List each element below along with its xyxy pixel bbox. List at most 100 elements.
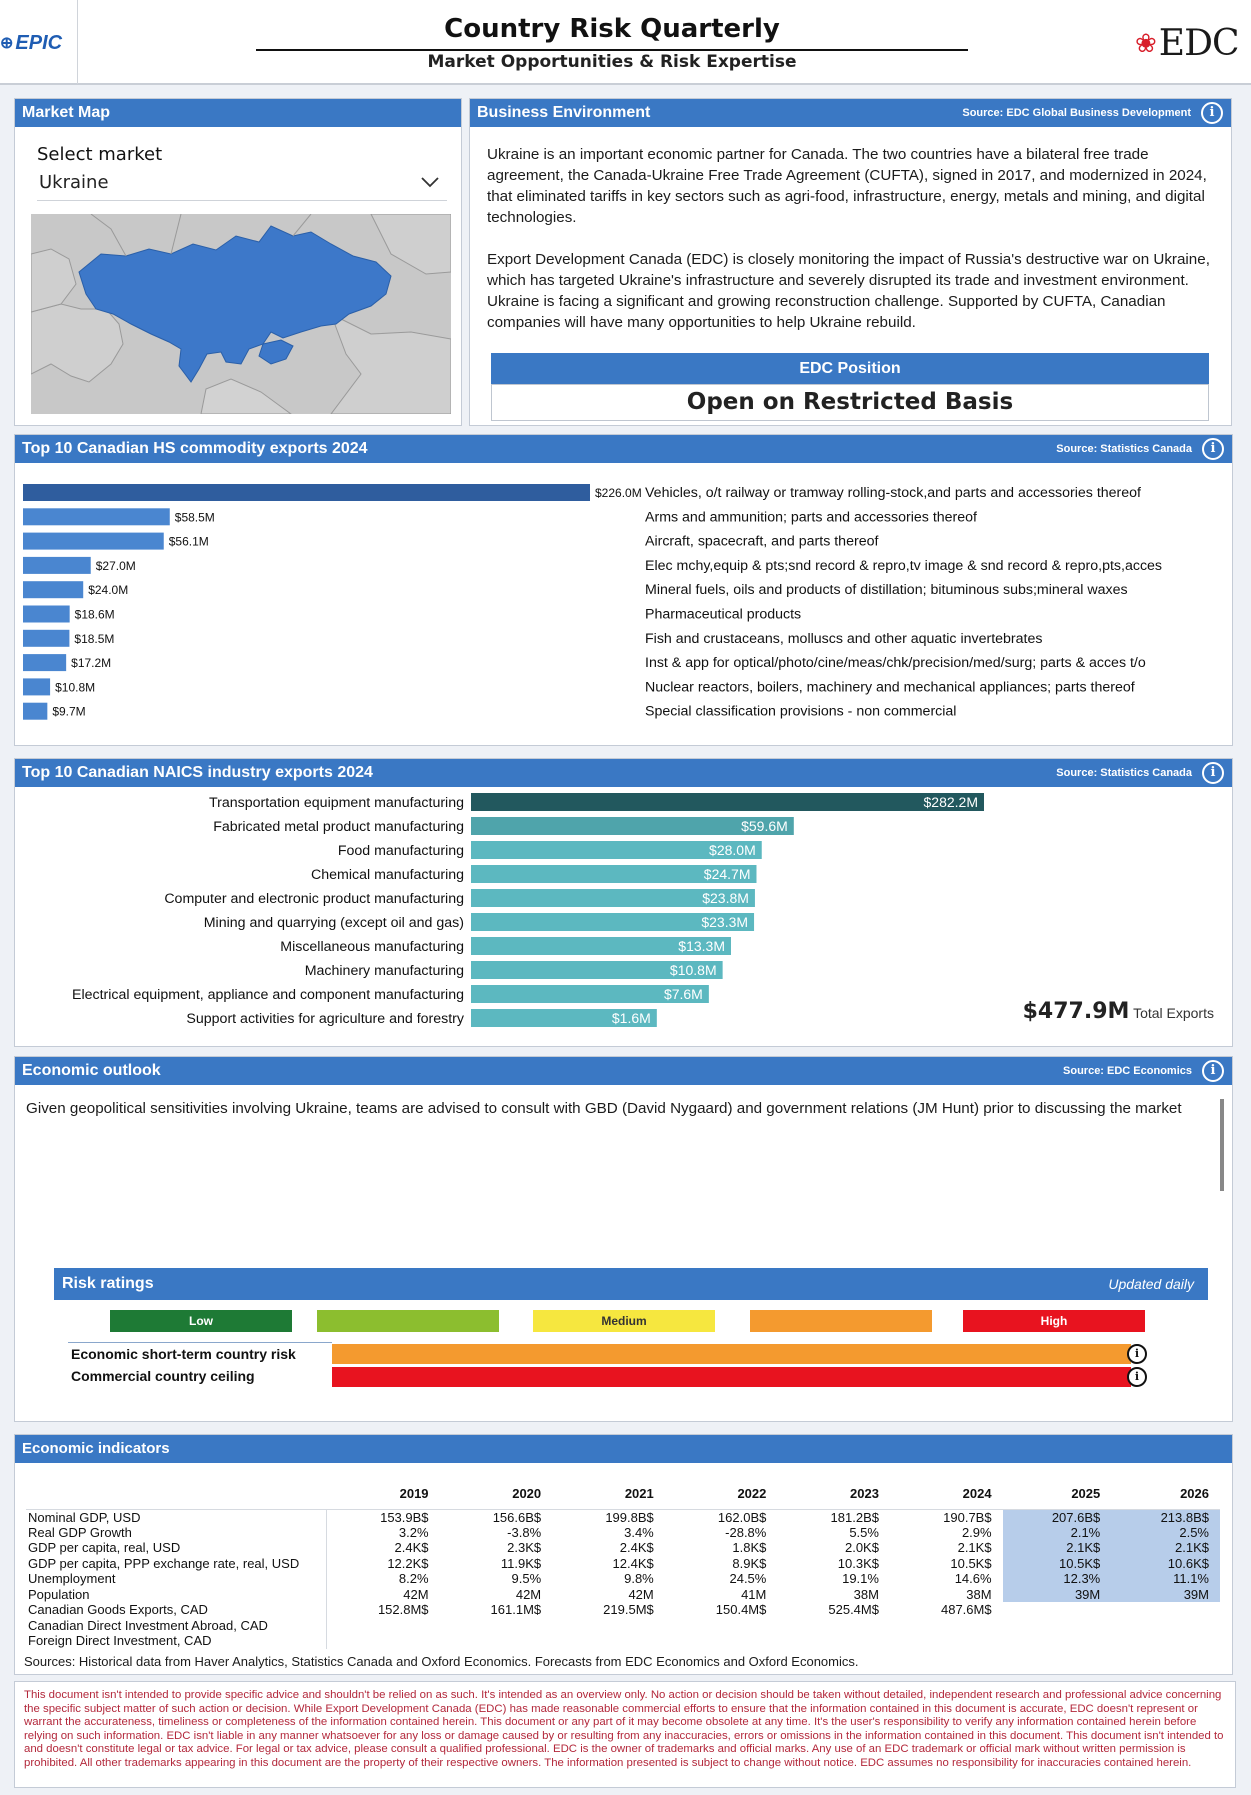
risk-bar-commercial <box>332 1367 1131 1387</box>
info-icon[interactable]: i <box>1202 1060 1224 1082</box>
table-cell <box>777 1618 890 1634</box>
table-cell: 39M <box>1002 1586 1112 1602</box>
naics-bar-value: $1.6M <box>612 1010 651 1026</box>
hs-bar <box>23 654 67 672</box>
info-icon[interactable]: i <box>1127 1344 1147 1364</box>
table-cell: 2.0K$ <box>844 1540 879 1556</box>
naics-category-label: Transportation equipment manufacturing <box>209 795 464 811</box>
naics-exports-chart: $282.2M Transportation equipment manufact… <box>72 793 984 1027</box>
table-row: Population 42M 42M 42M 41M 38M 38M 39M 39M <box>26 1586 1220 1602</box>
legend-high: High <box>963 1310 1145 1332</box>
business-environment-title: Business Environment <box>477 104 651 121</box>
table-cell: 10.5K$ <box>1002 1555 1112 1571</box>
hs-bar-value: $10.8M <box>55 680 95 694</box>
table-row: Canadian Goods Exports, CAD 152.8M$ 161.1M… <box>26 1602 1220 1618</box>
table-cell <box>552 1618 665 1634</box>
market-select-value: Ukraine <box>39 172 109 193</box>
table-cell: 152.8M$ <box>377 1602 429 1618</box>
risk-row-label-economic: Economic short-term country risk <box>71 1346 296 1362</box>
naics-category-label: Fabricated metal product manufacturing <box>213 819 464 835</box>
edc-position-value: Open on Restricted Basis <box>491 384 1209 421</box>
page-title: Country Risk Quarterly <box>444 14 780 44</box>
table-cell <box>1003 1602 1112 1618</box>
hs-bar-value: $18.5M <box>74 632 114 646</box>
outlook-scrollbar[interactable] <box>1220 1099 1224 1191</box>
table-header-year: 2021 <box>552 1479 665 1510</box>
table-cell <box>326 1633 440 1649</box>
economic-indicators-table: 2019 2020 2021 2022 2023 2024 2025 2026 Nominal… <box>26 1479 1220 1649</box>
hs-bar <box>23 605 70 623</box>
table-cell: 10.6K$ <box>1111 1555 1220 1571</box>
info-icon[interactable]: i <box>1201 102 1223 124</box>
hs-category-label: Nuclear reactors, boilers, machinery and… <box>645 679 1135 695</box>
naics-bar-value: $24.7M <box>704 866 751 882</box>
hs-category-label: Vehicles, o/t railway or tramway rolling… <box>645 485 1141 501</box>
table-cell: 12.3% <box>1002 1571 1112 1587</box>
naics-exports-header: Top 10 Canadian NAICS industry exports 2… <box>15 759 1232 787</box>
hs-bar-value: $17.2M <box>71 656 111 670</box>
risk-ratings-updated: Updated daily <box>1108 1276 1194 1292</box>
table-row-label: Canadian Direct Investment Abroad, CAD <box>26 1617 327 1633</box>
map-svg <box>31 214 451 414</box>
table-cell: 2.9% <box>961 1524 992 1540</box>
info-icon[interactable]: i <box>1127 1367 1147 1387</box>
table-cell: 24.5% <box>729 1571 767 1587</box>
table-row: GDP per capita, PPP exchange rate, real,… <box>26 1555 1220 1571</box>
table-cell: 3.4% <box>624 1524 654 1540</box>
table-cell <box>1003 1633 1112 1649</box>
header-divider <box>77 0 78 84</box>
table-cell: 19.1% <box>842 1571 879 1587</box>
table-cell: 42M <box>403 1586 429 1602</box>
economic-outlook-title: Economic outlook <box>22 1062 161 1079</box>
table-cell <box>440 1618 553 1634</box>
indicators-sources: Sources: Historical data from Haver Anal… <box>24 1654 859 1669</box>
table-header-year: 2022 <box>664 1479 778 1510</box>
table-cell: 181.2B$ <box>830 1509 879 1525</box>
hs-bar <box>23 556 91 574</box>
table-row-label: Nominal GDP, USD <box>26 1509 327 1525</box>
info-icon[interactable]: i <box>1202 438 1224 460</box>
info-icon[interactable]: i <box>1202 762 1224 784</box>
naics-bar <box>471 961 723 979</box>
naics-category-label: Food manufacturing <box>338 843 464 859</box>
table-cell: 2.1K$ <box>1111 1540 1220 1556</box>
business-environment-source: Source: EDC Global Business Development <box>962 107 1191 119</box>
table-cell: 9.8% <box>624 1571 654 1587</box>
naics-category-label: Chemical manufacturing <box>311 867 464 883</box>
table-cell: -3.8% <box>507 1524 542 1540</box>
maple-leaf-icon: ❀ <box>1135 27 1157 58</box>
hs-category-label: Arms and ammunition; parts and accessori… <box>645 509 977 525</box>
ukraine-map[interactable] <box>31 214 451 414</box>
table-header-year: 2020 <box>439 1479 553 1510</box>
table-cell <box>440 1633 553 1649</box>
table-cell: 41M <box>741 1586 767 1602</box>
table-cell: 2.5% <box>1111 1524 1220 1540</box>
table-cell: 12.2K$ <box>387 1555 429 1571</box>
table-row: Foreign Direct Investment, CAD <box>26 1633 1220 1649</box>
table-cell <box>665 1633 778 1649</box>
table-row-label: Population <box>26 1586 327 1602</box>
table-header-blank <box>26 1479 326 1510</box>
table-header-year: 2024 <box>889 1479 1003 1510</box>
market-map-panel: Market Map Select market Ukraine <box>14 98 462 426</box>
table-row: Real GDP Growth 3.2% -3.8% 3.4% -28.8% 5.5% 2.… <box>26 1524 1220 1540</box>
hs-bar-value: $24.0M <box>88 583 128 597</box>
table-cell: 2.4K$ <box>394 1540 429 1556</box>
table-cell: 1.8K$ <box>732 1540 767 1556</box>
naics-bar <box>471 913 755 931</box>
table-cell: 2.3K$ <box>507 1540 542 1556</box>
page-subtitle: Market Opportunities & Risk Expertise <box>427 52 797 72</box>
table-cell: 2.1K$ <box>1002 1540 1112 1556</box>
table-cell: 11.9K$ <box>500 1555 542 1571</box>
table-cell: 525.4M$ <box>828 1602 879 1618</box>
naics-bar <box>471 793 984 811</box>
title-rule <box>256 49 968 51</box>
market-select[interactable]: Ukraine <box>37 167 447 201</box>
table-cell: 213.8B$ <box>1111 1509 1220 1525</box>
table-row-label: Real GDP Growth <box>26 1524 327 1540</box>
naics-exports-title: Top 10 Canadian NAICS industry exports 2… <box>22 764 373 781</box>
hs-exports-title: Top 10 Canadian HS commodity exports 202… <box>22 440 368 457</box>
hs-category-label: Aircraft, spacecraft, and parts thereof <box>645 534 878 550</box>
chevron-down-icon[interactable] <box>419 171 441 193</box>
table-cell: 9.5% <box>511 1571 542 1587</box>
